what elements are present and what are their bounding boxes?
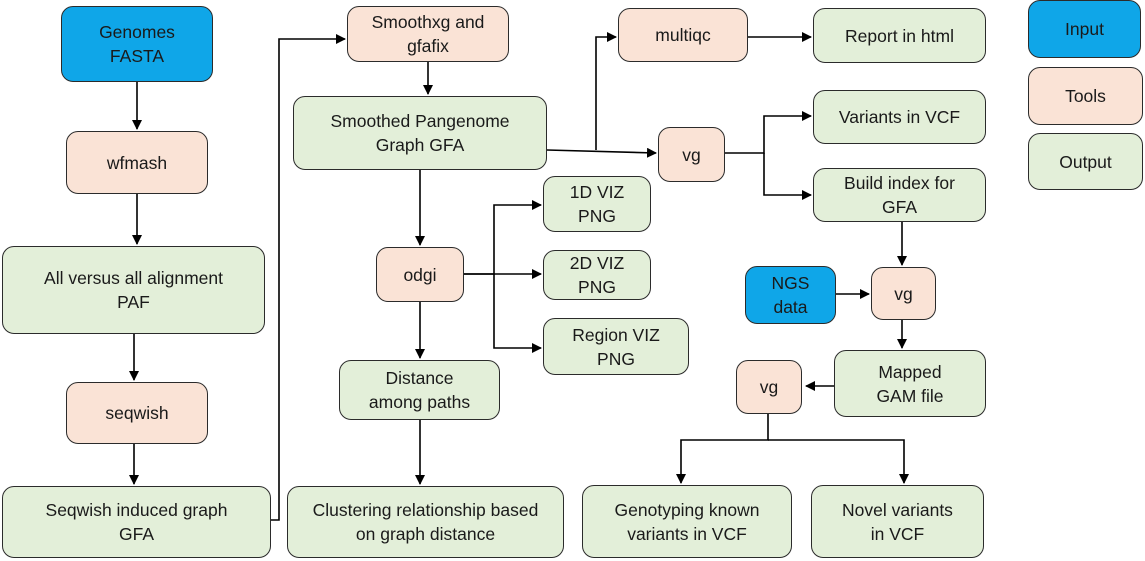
variants-vcf-output: Variants in VCF bbox=[813, 90, 986, 144]
arrow-smoothed-vg bbox=[546, 147, 657, 158]
smoothed-pangenome-output: Smoothed Pangenome Graph GFA bbox=[293, 96, 547, 170]
viz-2d-output: 2D VIZ PNG bbox=[543, 250, 651, 300]
seqwish-tool: seqwish bbox=[66, 382, 208, 444]
odgi-tool: odgi bbox=[376, 247, 464, 302]
all-vs-all-alignment-output: All versus all alignment PAF bbox=[2, 246, 265, 334]
mapped-gam-output: Mapped GAM file bbox=[834, 350, 986, 417]
seqwish-graph-output: Seqwish induced graph GFA bbox=[2, 486, 271, 558]
genotyping-output: Genotyping known variants in VCF bbox=[582, 485, 792, 558]
wfmash-tool: wfmash bbox=[66, 131, 208, 194]
arrow-vg-variants bbox=[725, 111, 812, 154]
distance-paths-output: Distance among paths bbox=[339, 360, 500, 420]
novel-variants-output: Novel variants in VCF bbox=[811, 485, 984, 558]
genomes-fasta-input: Genomes FASTA bbox=[61, 6, 213, 82]
viz-region-output: Region VIZ PNG bbox=[543, 318, 689, 375]
vg-tool-1: vg bbox=[658, 127, 725, 182]
ngs-data-input: NGS data bbox=[745, 266, 836, 324]
arrow-graph-smoothxg bbox=[271, 34, 346, 521]
arrow-odgi-regionviz bbox=[493, 274, 542, 353]
arrow-vg-buildindex bbox=[763, 153, 812, 200]
arrow-vg3-genotyping bbox=[676, 414, 769, 484]
build-index-output: Build index for GFA bbox=[813, 168, 986, 222]
report-html-output: Report in html bbox=[813, 8, 986, 63]
arrow-vg3-novel bbox=[768, 439, 909, 484]
viz-1d-output: 1D VIZ PNG bbox=[543, 176, 651, 232]
arrow-odgi-1dviz bbox=[464, 200, 542, 275]
vg-tool-2: vg bbox=[871, 267, 936, 320]
legend-output: Output bbox=[1028, 133, 1143, 190]
arrow-smoothed-multiqc bbox=[595, 32, 617, 150]
multiqc-tool: multiqc bbox=[618, 8, 748, 62]
legend-tools: Tools bbox=[1028, 67, 1143, 125]
vg-tool-3: vg bbox=[736, 360, 802, 414]
smoothxg-gfafix-tool: Smoothxg and gfafix bbox=[347, 6, 509, 62]
legend-input: Input bbox=[1028, 0, 1141, 58]
clustering-output: Clustering relationship based on graph d… bbox=[287, 486, 564, 558]
